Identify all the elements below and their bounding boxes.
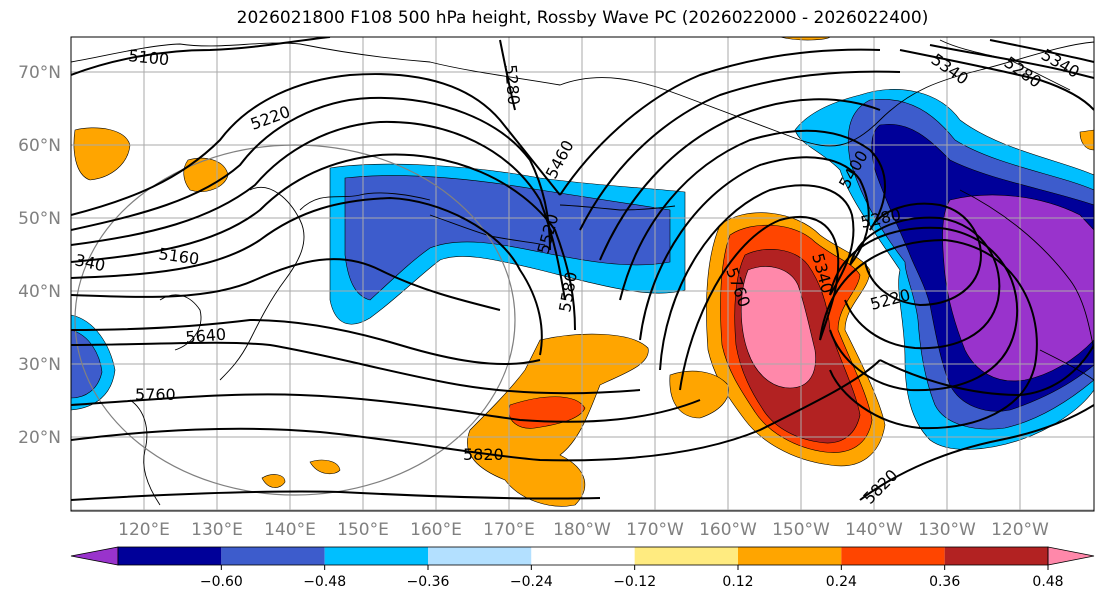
lat-label-60n: 60°N xyxy=(18,136,61,156)
lon-label: 140°E xyxy=(264,520,316,540)
colorbar-tick-label: −0.36 xyxy=(407,574,450,590)
contour-label: 5640 xyxy=(185,325,227,347)
lat-label-30n: 30°N xyxy=(18,355,61,375)
colorbar-tick-label: −0.48 xyxy=(303,574,346,590)
positive-anomaly-islands xyxy=(261,459,341,488)
region-circle xyxy=(74,144,516,496)
colorbar-swatch xyxy=(118,547,222,565)
positive-anomaly-nw xyxy=(73,127,131,181)
colorbar-swatch xyxy=(841,547,945,565)
colorbar-tick-label: −0.60 xyxy=(200,574,243,590)
height-contours xyxy=(71,37,1094,501)
contour-label: 5820 xyxy=(463,445,504,464)
lon-label: 130°W xyxy=(918,520,976,540)
colorbar-swatch xyxy=(531,547,635,565)
colorbar: −0.60 −0.48 −0.36 −0.24 −0.12 0.12 0.24 0.36 0.4… xyxy=(70,546,1095,590)
lon-label: 150°E xyxy=(337,520,389,540)
colorbar-swatch xyxy=(634,547,738,565)
colorbar-swatch xyxy=(738,547,842,565)
colorbar-tick-label: 0.12 xyxy=(722,574,753,590)
latitude-labels: 70°N 60°N 50°N 40°N 30°N 20°N xyxy=(18,63,61,448)
colorbar-swatch xyxy=(944,547,1048,565)
colorbar-tick-label: 0.48 xyxy=(1032,574,1063,590)
lon-label: 120°W xyxy=(991,520,1049,540)
lon-label: 180°W xyxy=(553,520,611,540)
colorbar-tick-label: 0.36 xyxy=(929,574,960,590)
contour-label: 5100 xyxy=(128,46,170,69)
map-area: 5100 5220 5280 5460 5520 5580 5160 5640 … xyxy=(71,37,1094,511)
lat-label-70n: 70°N xyxy=(18,63,61,83)
graticule xyxy=(71,37,1094,511)
lat-label-50n: 50°N xyxy=(18,209,61,229)
contour-label: 5760 xyxy=(135,385,176,404)
colorbar-swatch xyxy=(428,547,532,565)
map-title: 2026021800 F108 500 hPa height, Rossby W… xyxy=(236,8,929,28)
lat-label-20n: 20°N xyxy=(18,428,61,448)
colorbar-swatch xyxy=(221,547,325,565)
colorbar-extend-max xyxy=(1047,546,1095,566)
colorbar-tick-label: 0.24 xyxy=(826,574,857,590)
lon-label: 140°W xyxy=(845,520,903,540)
lon-label: 150°W xyxy=(772,520,830,540)
colorbar-tick-label: −0.24 xyxy=(510,574,553,590)
lon-label: 170°W xyxy=(626,520,684,540)
colorbar-swatch xyxy=(324,547,428,565)
colorbar-extend-min xyxy=(70,546,119,566)
colorbar-frame xyxy=(117,546,1049,566)
lon-label: 160°E xyxy=(410,520,462,540)
lat-label-40n: 40°N xyxy=(18,282,61,302)
longitude-labels: 120°E 130°E 140°E 150°E 160°E 170°E 180°… xyxy=(118,520,1049,540)
anomaly-shading xyxy=(71,37,1094,507)
lon-label: 130°E xyxy=(191,520,243,540)
lon-label: 160°W xyxy=(699,520,757,540)
lon-label: 120°E xyxy=(118,520,170,540)
positive-anomaly-central-max xyxy=(740,266,816,389)
contour-label: 5280 xyxy=(501,64,523,106)
map-frame xyxy=(70,36,1095,512)
lon-label: 170°E xyxy=(483,520,535,540)
colorbar-tick-label: −0.12 xyxy=(613,574,656,590)
